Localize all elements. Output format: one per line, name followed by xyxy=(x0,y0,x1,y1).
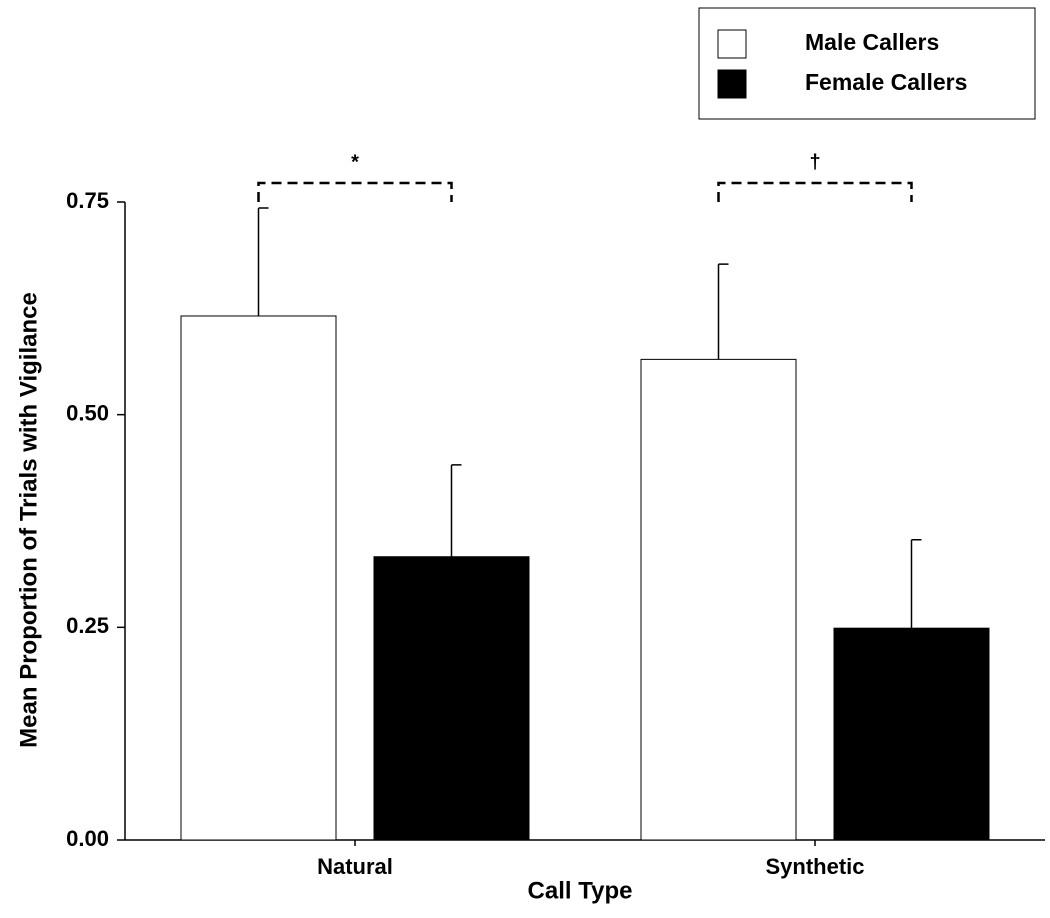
error-bar xyxy=(910,538,922,629)
legend-label: Female Callers xyxy=(805,69,967,95)
significance-bracket xyxy=(257,181,453,202)
x-axis-label: Call Type xyxy=(528,877,633,904)
y-tick-label: 0.75 xyxy=(66,188,109,213)
bar xyxy=(373,556,530,841)
x-tick-label: Natural xyxy=(317,854,393,879)
x-tick-label: Synthetic xyxy=(765,854,864,879)
significance-label: * xyxy=(351,151,359,173)
error-bar xyxy=(257,207,269,316)
legend-swatch xyxy=(717,29,747,59)
error-bar xyxy=(717,263,729,360)
bar xyxy=(640,358,797,841)
significance-label: † xyxy=(809,151,820,173)
y-tick-label: 0.25 xyxy=(66,613,109,638)
y-tick-label: 0.50 xyxy=(66,400,109,425)
bar xyxy=(180,315,337,841)
significance-bracket xyxy=(717,181,913,202)
bar xyxy=(833,627,990,841)
legend-swatch xyxy=(717,69,747,99)
error-bar xyxy=(450,464,462,557)
legend-label: Male Callers xyxy=(805,29,939,55)
y-tick-label: 0.00 xyxy=(66,826,109,851)
y-axis-label: Mean Proportion of Trials with Vigilance xyxy=(15,292,42,748)
legend-box xyxy=(698,7,1036,120)
